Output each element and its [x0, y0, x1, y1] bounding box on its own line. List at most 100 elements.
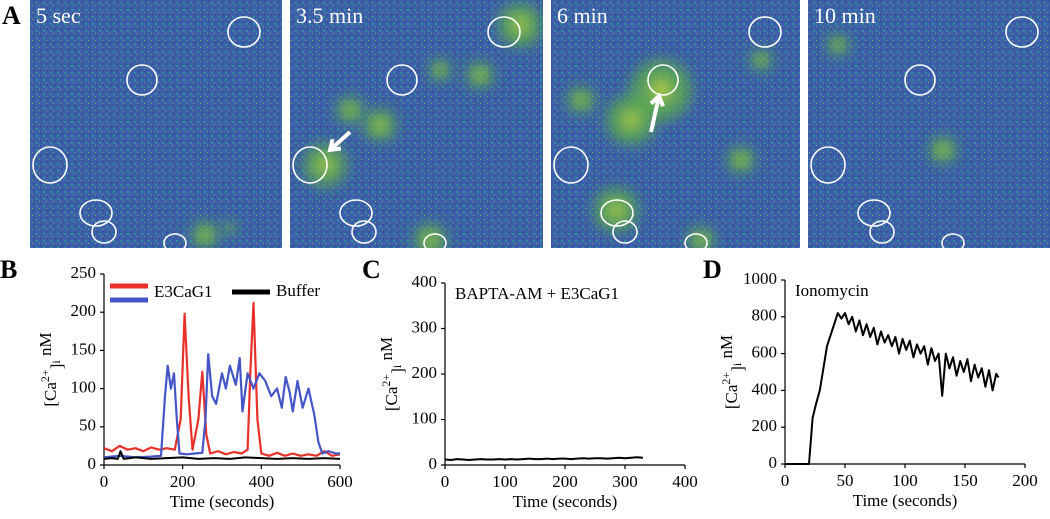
- signal-core: [938, 145, 948, 155]
- cell-outline: [423, 233, 447, 248]
- y-axis-title-part: 2+: [38, 369, 52, 382]
- micrograph: [808, 0, 1050, 248]
- y-tick-label: 250: [71, 263, 97, 282]
- cell-outline: [647, 64, 679, 96]
- signal-core: [696, 235, 706, 245]
- y-tick-label: 0: [88, 454, 97, 473]
- y-axis-title-part: ]: [47, 364, 66, 370]
- y-tick-label: 150: [71, 339, 97, 358]
- legend-label: Buffer: [276, 281, 320, 300]
- y-axis-title-part: 2+: [379, 374, 393, 387]
- signal-core: [200, 230, 210, 240]
- micrograph: [551, 0, 800, 248]
- signal-core: [650, 79, 672, 101]
- panel-letter: A: [2, 1, 21, 30]
- x-tick-label: 400: [249, 472, 275, 491]
- charts: B 0 50 100 150 200 250 0 200 400 600 Time (seconds)…: [0, 255, 1038, 511]
- signal-core: [227, 225, 233, 231]
- cell-outline: [600, 199, 634, 227]
- x-axis-title: Time (seconds): [513, 492, 618, 511]
- arrow-shaft: [649, 95, 661, 133]
- x-tick-label: 300: [612, 472, 638, 491]
- panel-letter: C: [362, 255, 381, 284]
- y-tick-label: 0: [429, 454, 438, 473]
- data-line: [103, 450, 341, 460]
- signal-core: [736, 155, 746, 165]
- y-axis-title-part: nM: [36, 332, 55, 360]
- cell-outline: [386, 64, 418, 96]
- x-tick-label: 400: [672, 472, 698, 491]
- panel-letter: B: [0, 255, 17, 284]
- y-axis-title-part: [Ca: [41, 382, 60, 407]
- y-axis-title-part: i: [390, 364, 404, 368]
- y-tick-label: 800: [752, 306, 778, 325]
- data-line: [103, 353, 340, 459]
- y-axis-title-part: [Ca: [722, 384, 741, 409]
- signal-core: [757, 56, 765, 64]
- x-tick-label: 50: [837, 471, 854, 490]
- cell-outline: [904, 64, 936, 96]
- y-tick-label: 1000: [743, 269, 777, 288]
- cell-outline: [857, 199, 891, 227]
- y-axis-title: [Ca2+]i nM: [377, 337, 407, 411]
- y-tick-label: 300: [412, 317, 438, 336]
- micrograph: [290, 0, 543, 248]
- frame-title: 10 min: [814, 3, 876, 28]
- cell-outline: [292, 146, 328, 184]
- frame-title: 3.5 min: [296, 3, 363, 28]
- y-axis-title: [Ca2+]i nM: [36, 332, 66, 406]
- y-axis-title-part: i: [49, 360, 63, 364]
- x-axis-title: Time (seconds): [170, 492, 275, 511]
- y-axis-title-part: i: [730, 362, 744, 366]
- signal-core: [436, 66, 444, 74]
- image-background: [551, 0, 800, 248]
- x-tick-label: 200: [552, 472, 578, 491]
- panel-letter: D: [703, 255, 722, 284]
- cell-outline: [553, 146, 589, 184]
- y-axis-title: [Ca2+]i nM: [717, 335, 747, 409]
- signal-core: [834, 41, 842, 49]
- arrow-head: [649, 92, 665, 107]
- cell-outline: [227, 16, 261, 48]
- cell-outline: [126, 64, 158, 96]
- arrow-shaft: [328, 130, 352, 152]
- data-line: [103, 301, 341, 457]
- y-axis-title-part: nM: [717, 335, 736, 363]
- signal-core: [345, 105, 355, 115]
- x-tick-label: 100: [892, 471, 918, 490]
- cell-outline: [487, 16, 521, 48]
- y-axis-title-part: nM: [377, 337, 396, 365]
- x-tick-label: 150: [952, 471, 978, 490]
- cell-outline: [869, 220, 895, 244]
- cell-outline: [32, 146, 68, 184]
- y-tick-label: 200: [71, 301, 97, 320]
- legend-label: E3CaG1: [154, 282, 213, 301]
- x-tick-label: 0: [441, 472, 450, 491]
- data-line: [785, 312, 1000, 465]
- cell-outline: [810, 146, 846, 184]
- cell-outline: [163, 233, 187, 248]
- y-tick-label: 100: [71, 378, 97, 397]
- annotation: BAPTA-AM + E3CaG1: [455, 284, 619, 303]
- y-tick-label: 0: [769, 453, 778, 472]
- x-tick-label: 200: [1012, 471, 1038, 490]
- x-tick-label: 600: [327, 472, 353, 491]
- frame-title: 5 sec: [36, 3, 81, 28]
- signal-core: [608, 202, 624, 218]
- micrograph: [30, 0, 282, 248]
- signal-core: [622, 111, 640, 129]
- signal-core: [317, 157, 333, 173]
- signal-core: [475, 70, 485, 80]
- image-row: 5 sec 3.5 min 6 min 10 min: [30, 0, 1050, 248]
- signal-core: [374, 119, 386, 131]
- y-tick-label: 600: [752, 343, 778, 362]
- x-tick-label: 100: [492, 472, 518, 491]
- x-axis-title: Time (seconds): [853, 491, 958, 510]
- cell-outline: [91, 220, 117, 244]
- cell-outline: [1005, 16, 1039, 48]
- cell-outline: [684, 233, 708, 248]
- y-tick-label: 50: [79, 416, 96, 435]
- cell-outline: [941, 233, 965, 248]
- image-background: [30, 0, 282, 248]
